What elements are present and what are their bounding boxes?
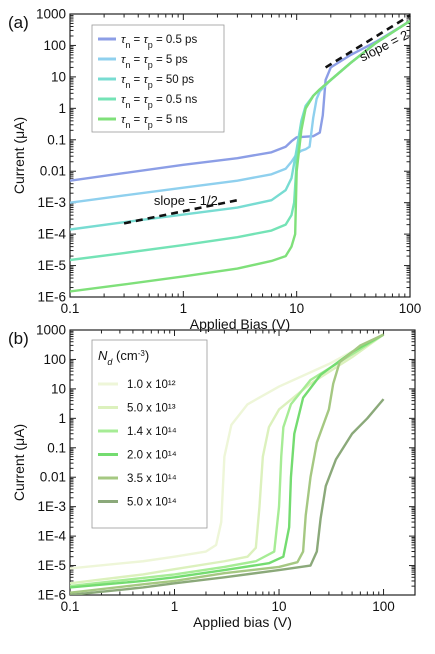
y-tick-label: 1E-6 — [37, 588, 66, 603]
series-line — [70, 333, 385, 594]
y-tick-label: 1E-5 — [37, 558, 66, 573]
series-group — [70, 333, 385, 595]
legend-label: τn = τp = 50 ps — [121, 74, 194, 90]
legend-label: 3.5 x 10¹⁴ — [127, 473, 177, 485]
series-line — [70, 333, 385, 589]
plot-frame — [69, 13, 411, 298]
x-tick-label: 1 — [180, 301, 188, 316]
slope-line — [123, 198, 238, 225]
x-tick-label: 100 — [399, 301, 422, 316]
y-tick-label: 10 — [51, 381, 66, 396]
series-line — [70, 333, 385, 588]
panel-label: (b) — [8, 329, 29, 348]
legend-label: 5.0 x 10¹³ — [127, 403, 176, 415]
y-tick-label: 1000 — [36, 7, 66, 22]
y-tick-label: 1 — [58, 411, 66, 426]
x-axis-title: Applied Bias (V) — [190, 316, 290, 332]
annotation: slope = 2 — [357, 27, 411, 64]
annotation: slope = 1/2 — [154, 193, 218, 208]
x-tick-label: 100 — [372, 599, 395, 614]
y-tick-label: 1000 — [36, 323, 66, 338]
legend-label: τn = τp = 5 ps — [121, 54, 188, 70]
plot-frame — [69, 329, 416, 596]
y-tick-label: 100 — [43, 352, 66, 367]
legend-label: 1.0 x 10¹² — [127, 379, 176, 391]
x-axis-title: Applied bias (V) — [193, 614, 292, 630]
legend-label: 5.0 x 10¹⁴ — [127, 497, 177, 509]
y-tick-label: 1E-6 — [37, 290, 66, 305]
y-tick-label: 100 — [43, 38, 66, 53]
series-line — [70, 398, 385, 595]
slope-line — [324, 14, 411, 69]
legend: τn = τp = 0.5 ps τn = τp = 5 ps τn = τp = … — [91, 24, 225, 133]
y-tick-label: 1E-4 — [37, 529, 66, 544]
x-tick-label: 0.1 — [61, 301, 80, 316]
panel-label: (a) — [8, 13, 29, 32]
legend-label: τn = τp = 0.5 ps — [121, 34, 197, 50]
legend: Nd (cm-3) 1.0 x 10¹² 5.0 x 10¹³ 1.4 x 10¹⁴ 2… — [91, 339, 208, 529]
y-tick-label: 0.1 — [47, 132, 66, 147]
y-axis-title: Current (μA) — [11, 424, 27, 501]
series-line — [70, 19, 410, 182]
series-line — [70, 333, 385, 570]
ticks — [69, 13, 411, 298]
x-tick-label: 0.1 — [61, 599, 80, 614]
ticks — [69, 329, 416, 596]
y-tick-label: 0.01 — [40, 164, 66, 179]
y-tick-label: 10 — [51, 69, 66, 84]
x-tick-label: 10 — [272, 599, 287, 614]
series-line — [70, 19, 410, 293]
y-tick-label: 0.1 — [47, 440, 66, 455]
y-tick-label: 1E-3 — [37, 499, 66, 514]
legend-label: τn = τp = 0.5 ns — [121, 94, 197, 110]
y-tick-label: 1E-5 — [37, 258, 66, 273]
y-tick-label: 0.01 — [40, 470, 66, 485]
x-tick-label: 1 — [171, 599, 179, 614]
series-line — [70, 333, 385, 585]
series-group — [70, 19, 410, 293]
chart-panel-a: 0.1 1 10 100 1E-6 1E-5 1E-4 1E-3 0.01 0.1 1 10 100 10… — [8, 7, 421, 333]
legend-title: Nd (cm-3) — [98, 348, 149, 367]
y-tick-label: 1E-4 — [37, 227, 66, 242]
y-axis-title: Current (μA) — [11, 117, 27, 194]
legend-box — [91, 339, 208, 529]
legend-label: 2.0 x 10¹⁴ — [127, 450, 177, 462]
chart-panel-b: 0.1 1 10 100 1E-6 1E-5 1E-4 1E-3 0.01 0.1 1 10 100 10… — [8, 323, 416, 630]
x-tick-label: 10 — [289, 301, 304, 316]
legend-label: 1.4 x 10¹⁴ — [127, 426, 177, 438]
legend-label: τn = τp = 5 ns — [121, 114, 188, 130]
y-tick-label: 1E-3 — [37, 195, 66, 210]
y-tick-label: 1 — [58, 101, 66, 116]
